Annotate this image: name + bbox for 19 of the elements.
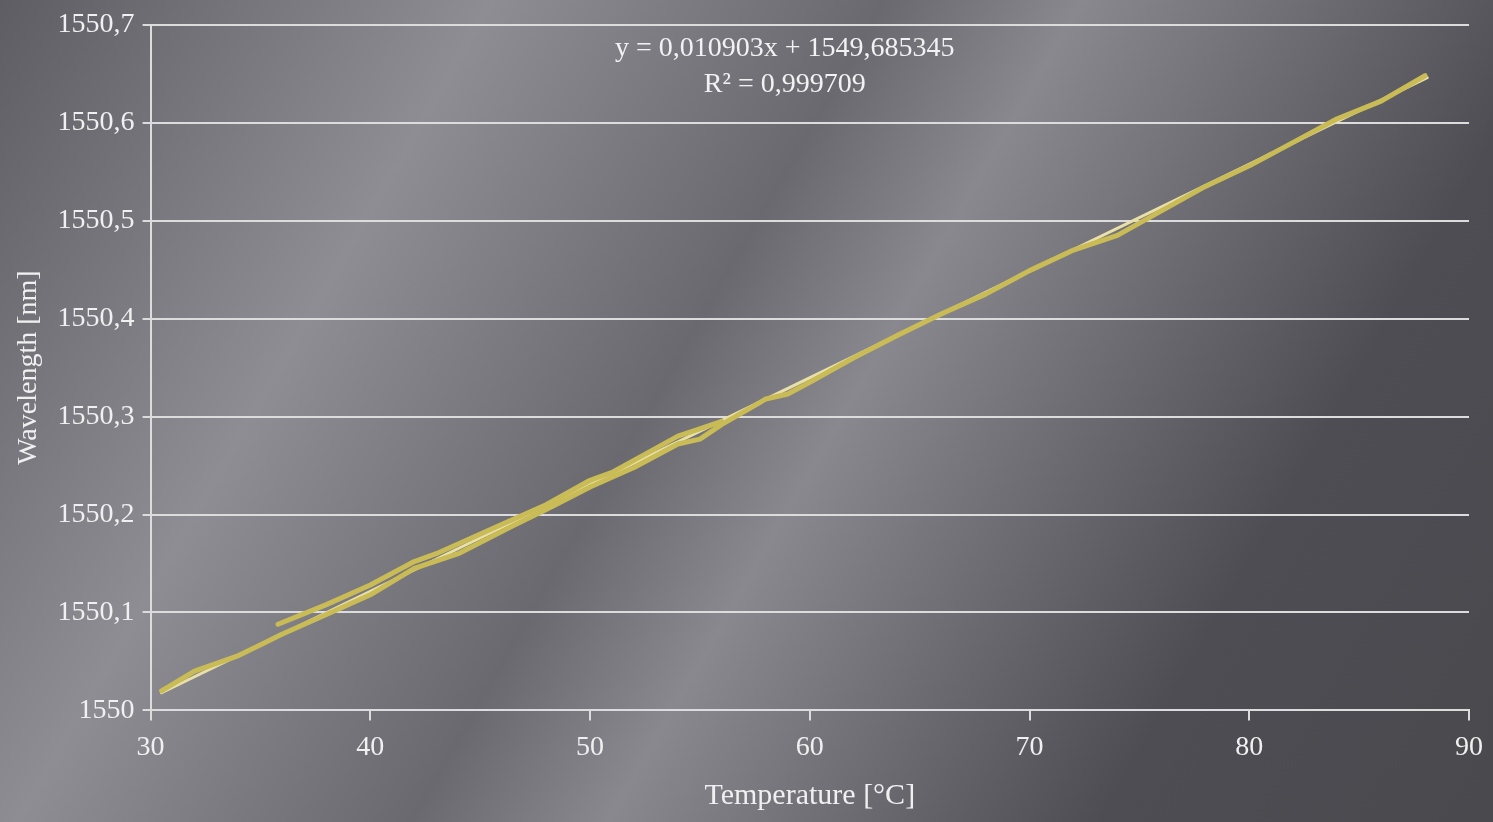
x-tick-label: 40 (356, 729, 385, 761)
y-tick-label: 1550,7 (57, 7, 135, 39)
x-tick-label: 60 (795, 729, 824, 761)
y-tick-label: 1550,2 (57, 496, 135, 528)
y-tick-label: 1550 (78, 692, 135, 724)
x-tick-label: 70 (1015, 729, 1044, 761)
annotation: R² = 0,999709 (703, 67, 866, 99)
y-tick-label: 1550,5 (57, 203, 135, 235)
x-tick-label: 90 (1455, 729, 1483, 761)
x-tick-label: 80 (1235, 729, 1264, 761)
annotation: y = 0,010903x + 1549,685345 (615, 31, 955, 63)
y-tick-label: 1550,4 (57, 300, 135, 332)
y-tick-label: 1550,3 (57, 398, 135, 430)
y-axis-title: Wavelength [nm] (11, 270, 43, 465)
x-axis-title: Temperature [°C] (704, 776, 916, 810)
x-tick-label: 30 (136, 729, 165, 761)
x-tick-label: 50 (576, 729, 605, 761)
y-tick-label: 1550,6 (57, 105, 135, 137)
y-tick-label: 1550,1 (57, 594, 135, 626)
